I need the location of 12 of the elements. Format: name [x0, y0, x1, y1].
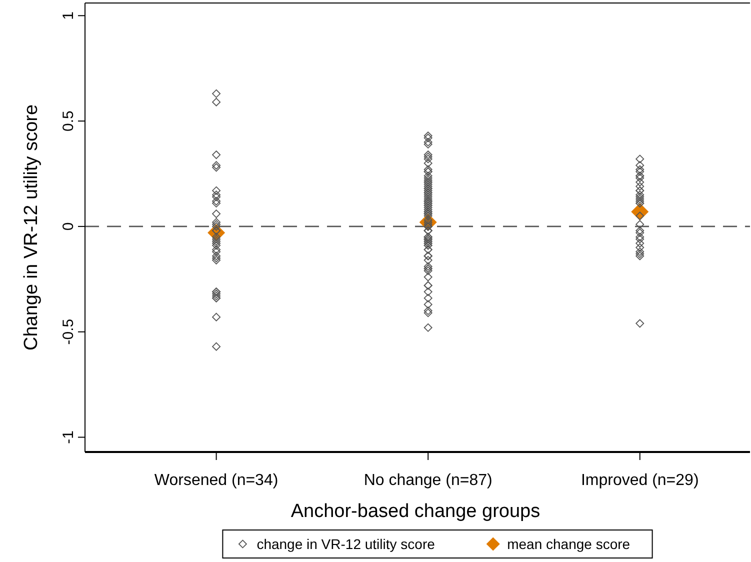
- y-tick-label: 0.5: [60, 110, 77, 132]
- y-tick-label: 0: [60, 222, 77, 231]
- x-tick-label: No change (n=87): [364, 472, 492, 489]
- y-tick-label: 1: [60, 11, 77, 20]
- legend-label: mean change score: [507, 536, 630, 552]
- y-tick-label: -1: [60, 430, 77, 444]
- y-axis-title: Change in VR-12 utility score: [21, 104, 42, 351]
- y-tick-label: -0.5: [60, 318, 77, 345]
- legend-label: change in VR-12 utility score: [256, 536, 436, 552]
- x-tick-label: Improved (n=29): [580, 472, 699, 489]
- x-axis-title: Anchor-based change groups: [290, 501, 540, 522]
- x-tick-label: Worsened (n=34): [154, 472, 278, 489]
